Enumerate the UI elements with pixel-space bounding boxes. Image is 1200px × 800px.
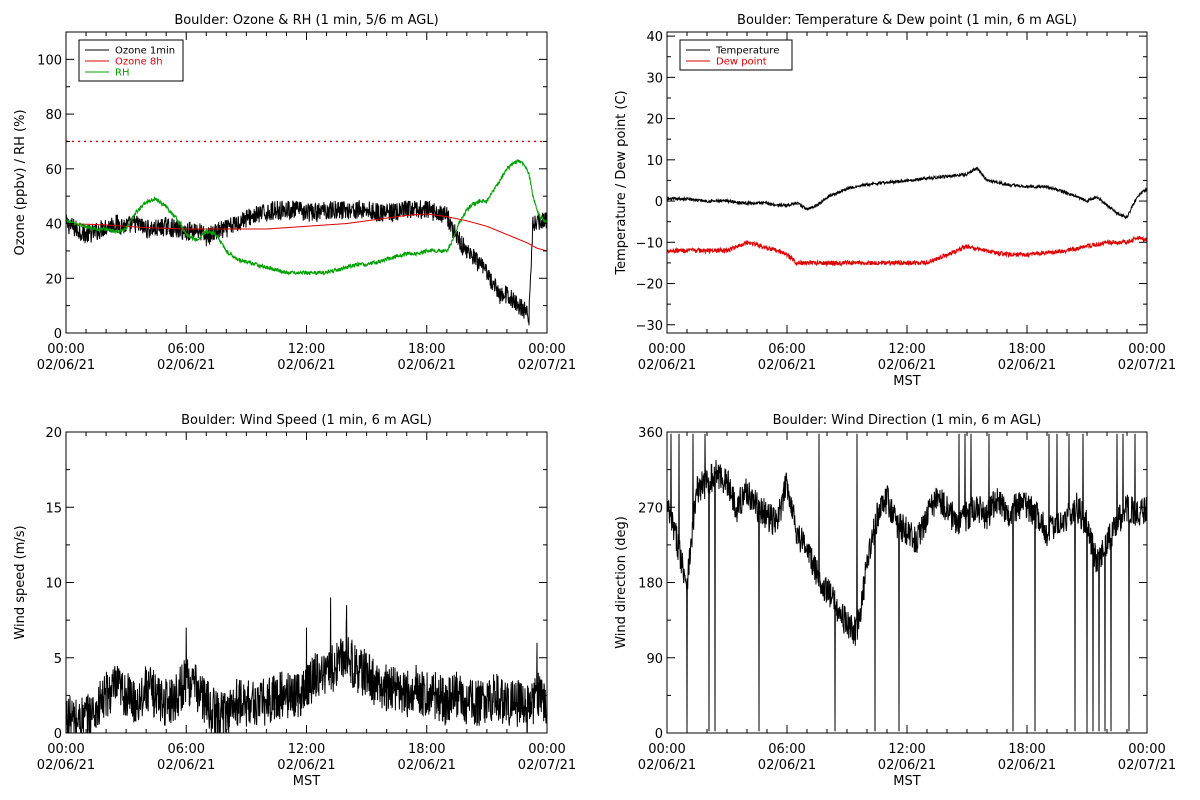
x-tick-label-time: 00:00 <box>1128 742 1165 757</box>
x-tick-label-date: 02/07/21 <box>1118 358 1176 373</box>
y-tick-label: 80 <box>45 108 62 123</box>
x-tick-label-time: 00:00 <box>528 742 565 757</box>
panel-temperature-dewpoint: Boulder: Temperature & Dew point (1 min,… <box>614 13 1176 389</box>
x-tick-label-date: 02/06/21 <box>638 758 696 773</box>
panel-wind-speed: Boulder: Wind Speed (1 min, 6 m AGL) Win… <box>13 413 576 789</box>
series-line-data <box>66 597 547 733</box>
x-tick-label-time: 18:00 <box>408 342 445 357</box>
legend-label: Temperature <box>715 46 779 57</box>
series-line-dew-point <box>667 235 1147 268</box>
x-tick-label-date: 02/06/21 <box>37 758 95 773</box>
series-line-temperature <box>667 166 1147 220</box>
x-tick-label-time: 00:00 <box>47 342 84 357</box>
x-tick-label-date: 02/06/21 <box>638 358 696 373</box>
x-tick-label-time: 06:00 <box>168 742 205 757</box>
legend-box <box>679 39 793 71</box>
x-tick-label-time: 00:00 <box>648 742 685 757</box>
panel-wind-direction: Boulder: Wind Direction (1 min, 6 m AGL)… <box>614 413 1176 789</box>
x-tick-label-time: 06:00 <box>768 742 805 757</box>
y-tick-label: 10 <box>646 154 663 169</box>
x-tick-label-date: 02/06/21 <box>398 358 456 373</box>
y-tick-label: 40 <box>646 30 663 45</box>
chart-title: Boulder: Temperature & Dew point (1 min,… <box>737 13 1077 28</box>
plot-frame <box>666 31 1148 334</box>
y-tick-label: 30 <box>646 71 663 86</box>
y-tick-label: 270 <box>638 501 663 516</box>
x-tick-label-date: 02/07/21 <box>518 758 576 773</box>
chart-title: Boulder: Wind Direction (1 min, 6 m AGL) <box>773 413 1042 428</box>
legend-label: RH <box>115 68 129 79</box>
series-line-ozone-1min <box>66 200 547 326</box>
y-tick-label: 60 <box>45 163 62 178</box>
x-tick-label-date: 02/06/21 <box>157 758 215 773</box>
x-tick-label-date: 02/06/21 <box>758 358 816 373</box>
x-tick-label-time: 18:00 <box>1008 742 1045 757</box>
y-tick-label: 10 <box>45 577 62 592</box>
y-tick-label: −10 <box>636 236 663 251</box>
x-tick-label-time: 12:00 <box>888 342 925 357</box>
panel-ozone-rh: Boulder: Ozone & RH (1 min, 5/6 m AGL) O… <box>13 13 576 373</box>
x-tick-label-date: 02/06/21 <box>998 758 1056 773</box>
x-tick-label-date: 02/07/21 <box>518 358 576 373</box>
x-tick-label-time: 06:00 <box>768 342 805 357</box>
x-tick-label-date: 02/06/21 <box>758 758 816 773</box>
x-tick-label-time: 12:00 <box>888 742 925 757</box>
series-line-data <box>667 433 1147 732</box>
legend-label: Ozone 1min <box>115 46 175 57</box>
y-axis-label: Ozone (ppbv) / RH (%) <box>13 109 28 255</box>
series-line-rh <box>66 159 547 276</box>
x-tick-label-time: 06:00 <box>168 342 205 357</box>
x-tick-label-date: 02/06/21 <box>998 358 1056 373</box>
x-tick-label-date: 02/06/21 <box>398 758 456 773</box>
y-tick-label: 20 <box>45 272 62 287</box>
series-line-ozone-8h <box>66 213 547 252</box>
x-tick-label-date: 02/06/21 <box>277 758 335 773</box>
x-tick-label-time: 00:00 <box>47 742 84 757</box>
x-tick-label-time: 12:00 <box>288 742 325 757</box>
x-tick-label-date: 02/06/21 <box>157 358 215 373</box>
x-tick-label-date: 02/06/21 <box>878 758 936 773</box>
x-axis-label: MST <box>893 374 920 389</box>
x-tick-label-time: 12:00 <box>288 342 325 357</box>
legend-label: Dew point <box>716 57 767 68</box>
y-tick-label: 20 <box>45 426 62 441</box>
y-tick-label: −20 <box>636 278 663 293</box>
y-tick-label: 360 <box>638 426 663 441</box>
y-tick-label: 20 <box>646 113 663 128</box>
y-tick-label: 100 <box>37 53 62 68</box>
chart-title: Boulder: Ozone & RH (1 min, 5/6 m AGL) <box>174 13 438 28</box>
y-tick-label: 0 <box>655 727 663 742</box>
y-axis-label: Wind direction (deg) <box>614 516 629 649</box>
y-tick-label: 40 <box>45 218 62 233</box>
y-axis-label: Wind speed (m/s) <box>13 525 28 639</box>
y-tick-label: 15 <box>45 501 62 516</box>
x-tick-label-time: 00:00 <box>528 342 565 357</box>
x-tick-label-time: 18:00 <box>1008 342 1045 357</box>
y-tick-label: 0 <box>54 327 62 342</box>
x-tick-label-time: 18:00 <box>408 742 445 757</box>
legend-label: Ozone 8h <box>115 57 163 68</box>
x-axis-label: MST <box>293 774 320 789</box>
x-axis-label: MST <box>893 774 920 789</box>
x-tick-label-time: 00:00 <box>1128 342 1165 357</box>
x-tick-label-date: 02/06/21 <box>878 358 936 373</box>
y-axis-label: Temperature / Dew point (C) <box>614 90 629 275</box>
y-tick-label: 0 <box>54 727 62 742</box>
y-tick-label: 180 <box>638 577 663 592</box>
y-tick-label: 0 <box>655 195 663 210</box>
y-tick-label: 90 <box>646 652 663 667</box>
x-tick-label-date: 02/07/21 <box>1118 758 1176 773</box>
x-tick-label-date: 02/06/21 <box>37 358 95 373</box>
chart-title: Boulder: Wind Speed (1 min, 6 m AGL) <box>181 413 432 428</box>
y-tick-label: 5 <box>54 652 62 667</box>
x-tick-label-date: 02/06/21 <box>277 358 335 373</box>
x-tick-label-time: 00:00 <box>648 342 685 357</box>
y-tick-label: −30 <box>636 319 663 334</box>
